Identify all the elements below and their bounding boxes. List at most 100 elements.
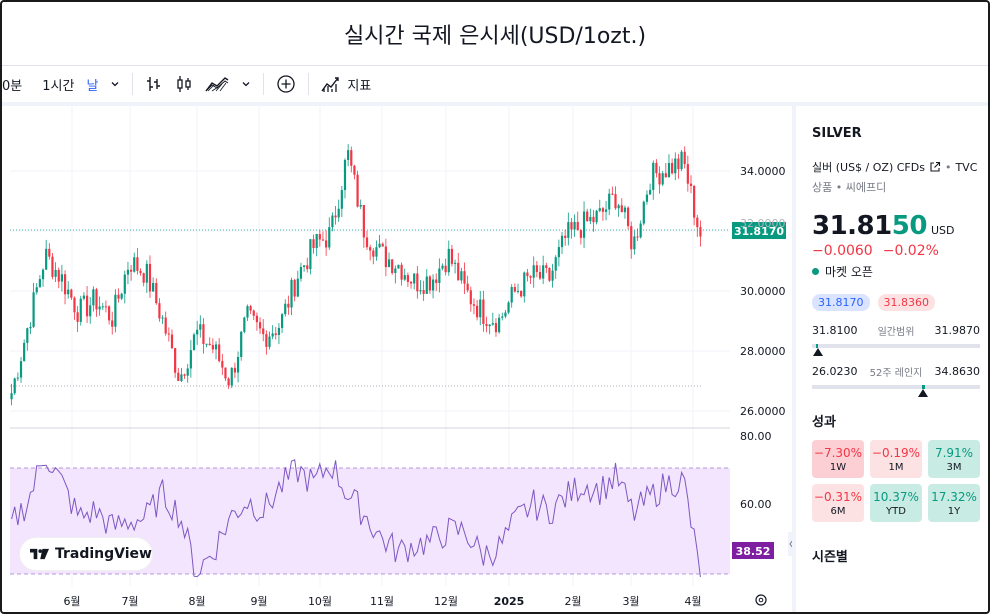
- candle-body: [689, 183, 693, 186]
- indicators-button[interactable]: 지표: [315, 66, 377, 102]
- chart-area[interactable]: 34.0000 30.0000 28.0000 26.0000 80.00 60.00 …: [2, 106, 794, 612]
- candle-body: [48, 248, 51, 257]
- candle-body: [26, 328, 29, 343]
- perf-1y[interactable]: 17.32% 1Y: [928, 484, 980, 522]
- candle-body: [485, 324, 488, 327]
- candle-body: [391, 259, 394, 273]
- perf-1m[interactable]: −0.19% 1M: [870, 440, 922, 478]
- candle-body: [463, 271, 466, 284]
- candle-body: [236, 356, 240, 373]
- area-chart-icon[interactable]: [199, 66, 235, 102]
- price-axis-tick: 26.0000: [740, 405, 786, 418]
- candle-body: [136, 257, 139, 271]
- symbol-description-row: 실버 (US$ / OZ) CFDs • TVC: [812, 159, 988, 175]
- day-range-marker-icon: [813, 348, 823, 356]
- candle-body: [589, 216, 592, 222]
- market-open-dot-icon: [812, 268, 819, 275]
- price-axis: 34.0000 30.0000 28.0000 26.0000: [740, 165, 786, 418]
- candle-body: [158, 303, 161, 319]
- candle-body: [32, 292, 35, 327]
- perf-6m[interactable]: −0.31% 6M: [812, 484, 864, 522]
- candle-body: [560, 235, 564, 248]
- week52-range-bar: [812, 385, 980, 397]
- toolbar-divider: [263, 73, 265, 95]
- candle-body: [576, 221, 579, 231]
- candle-body: [334, 215, 337, 218]
- candle-body: [73, 297, 76, 313]
- perf-1w[interactable]: −7.30% 1W: [812, 440, 864, 478]
- candle-body: [523, 272, 526, 297]
- candle-body: [403, 275, 406, 280]
- candle-body: [535, 265, 538, 272]
- candle-body: [227, 378, 230, 386]
- candle-body: [435, 279, 438, 283]
- candle-body: [586, 211, 589, 222]
- candle-body: [35, 287, 38, 293]
- candle-body: [479, 299, 482, 318]
- candle-body: [532, 265, 535, 278]
- interval-partial[interactable]: 0분: [2, 78, 23, 94]
- candle-body: [686, 164, 689, 184]
- bid-price: 31.8170: [812, 294, 870, 311]
- candle-body: [211, 345, 214, 350]
- candle-body: [457, 262, 460, 281]
- candle-body: [378, 243, 381, 248]
- candle-body: [82, 295, 86, 299]
- time-axis-tick: 7월: [121, 595, 138, 608]
- time-axis-tick: 9월: [250, 595, 267, 608]
- candle-body: [328, 227, 331, 248]
- candle-body: [447, 248, 450, 273]
- candle-body: [337, 208, 340, 218]
- candle-body: [343, 159, 347, 191]
- rsi-value-badge: [732, 542, 774, 559]
- candle-body: [438, 268, 441, 283]
- candle-style-icon[interactable]: [169, 66, 199, 102]
- settings-gear-icon[interactable]: [755, 594, 767, 606]
- candle-body: [89, 305, 92, 317]
- price-change: −0.0060 −0.02%: [812, 243, 988, 259]
- tradingview-watermark[interactable]: TradingView: [20, 538, 152, 570]
- perf-3m[interactable]: 7.91% 3M: [928, 440, 980, 478]
- candle-body: [233, 367, 237, 373]
- candle-body: [174, 348, 177, 373]
- candle-body: [661, 173, 664, 185]
- candle-body: [347, 150, 350, 160]
- time-axis-tick: 11월: [370, 595, 394, 608]
- day-range-fill: [816, 344, 818, 348]
- candle-body: [658, 173, 661, 185]
- candle-body: [645, 194, 649, 202]
- candle-body: [180, 374, 183, 382]
- candle-body: [482, 299, 485, 325]
- candle-body: [642, 201, 645, 224]
- symbol-category: 상품 • 씨에프디: [812, 181, 887, 194]
- candle-body: [520, 290, 523, 297]
- chart-type-chevron-icon[interactable]: [235, 66, 257, 102]
- candle-body: [598, 208, 601, 211]
- compare-add-icon[interactable]: [270, 66, 302, 102]
- candle-body: [516, 290, 520, 292]
- external-link-icon[interactable]: [929, 161, 941, 173]
- candle-body: [652, 162, 655, 190]
- perf-ytd[interactable]: 10.37% YTD: [870, 484, 922, 522]
- candle-body: [302, 265, 306, 267]
- candle-body: [680, 151, 683, 170]
- interval-day[interactable]: 날: [86, 78, 99, 94]
- candle-body: [325, 240, 328, 248]
- candle-body: [620, 205, 623, 213]
- candle-body: [296, 278, 299, 297]
- interval-dropdown-chevron-icon[interactable]: [104, 66, 126, 102]
- candle-body: [554, 257, 557, 271]
- candle-body: [655, 162, 658, 174]
- candle-body: [570, 222, 573, 230]
- candle-body: [265, 334, 268, 347]
- candle-body: [475, 305, 479, 318]
- candle-body: [101, 306, 104, 308]
- indicators-label: 지표: [347, 78, 372, 94]
- candle-body: [365, 237, 369, 248]
- candle-body: [406, 275, 410, 282]
- data-source[interactable]: TVC: [955, 160, 978, 174]
- bar-style-icon[interactable]: [139, 66, 169, 102]
- candle-body: [318, 234, 321, 240]
- interval-1h[interactable]: 1시간: [42, 78, 75, 94]
